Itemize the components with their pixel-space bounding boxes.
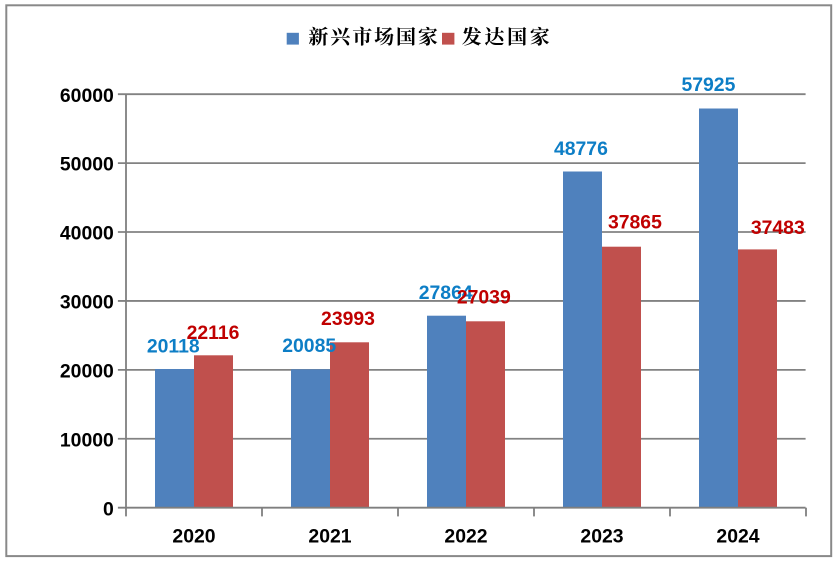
svg-text:37483: 37483 [751,217,805,239]
svg-text:22116: 22116 [187,322,240,344]
svg-text:2024: 2024 [716,526,759,548]
svg-text:2022: 2022 [444,526,487,548]
svg-text:37865: 37865 [608,212,662,234]
svg-text:20118: 20118 [147,335,200,357]
svg-text:60000: 60000 [60,85,114,107]
svg-text:27039: 27039 [457,287,511,309]
svg-text:57925: 57925 [681,74,735,96]
svg-text:20085: 20085 [282,335,336,357]
svg-text:30000: 30000 [60,292,114,314]
svg-text:2020: 2020 [172,526,215,548]
svg-text:10000: 10000 [60,429,114,451]
svg-text:0: 0 [103,498,114,520]
svg-text:23993: 23993 [321,308,375,330]
svg-text:48776: 48776 [554,138,608,160]
svg-text:2023: 2023 [580,526,623,548]
svg-text:40000: 40000 [60,223,114,245]
svg-text:50000: 50000 [60,154,114,176]
svg-text:2021: 2021 [308,526,351,548]
svg-text:20000: 20000 [60,361,114,383]
svg-text:27864: 27864 [419,282,473,304]
